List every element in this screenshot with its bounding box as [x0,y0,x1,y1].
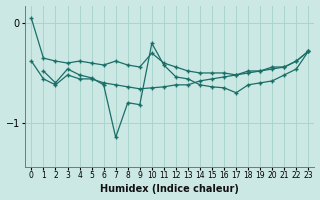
X-axis label: Humidex (Indice chaleur): Humidex (Indice chaleur) [100,184,239,194]
